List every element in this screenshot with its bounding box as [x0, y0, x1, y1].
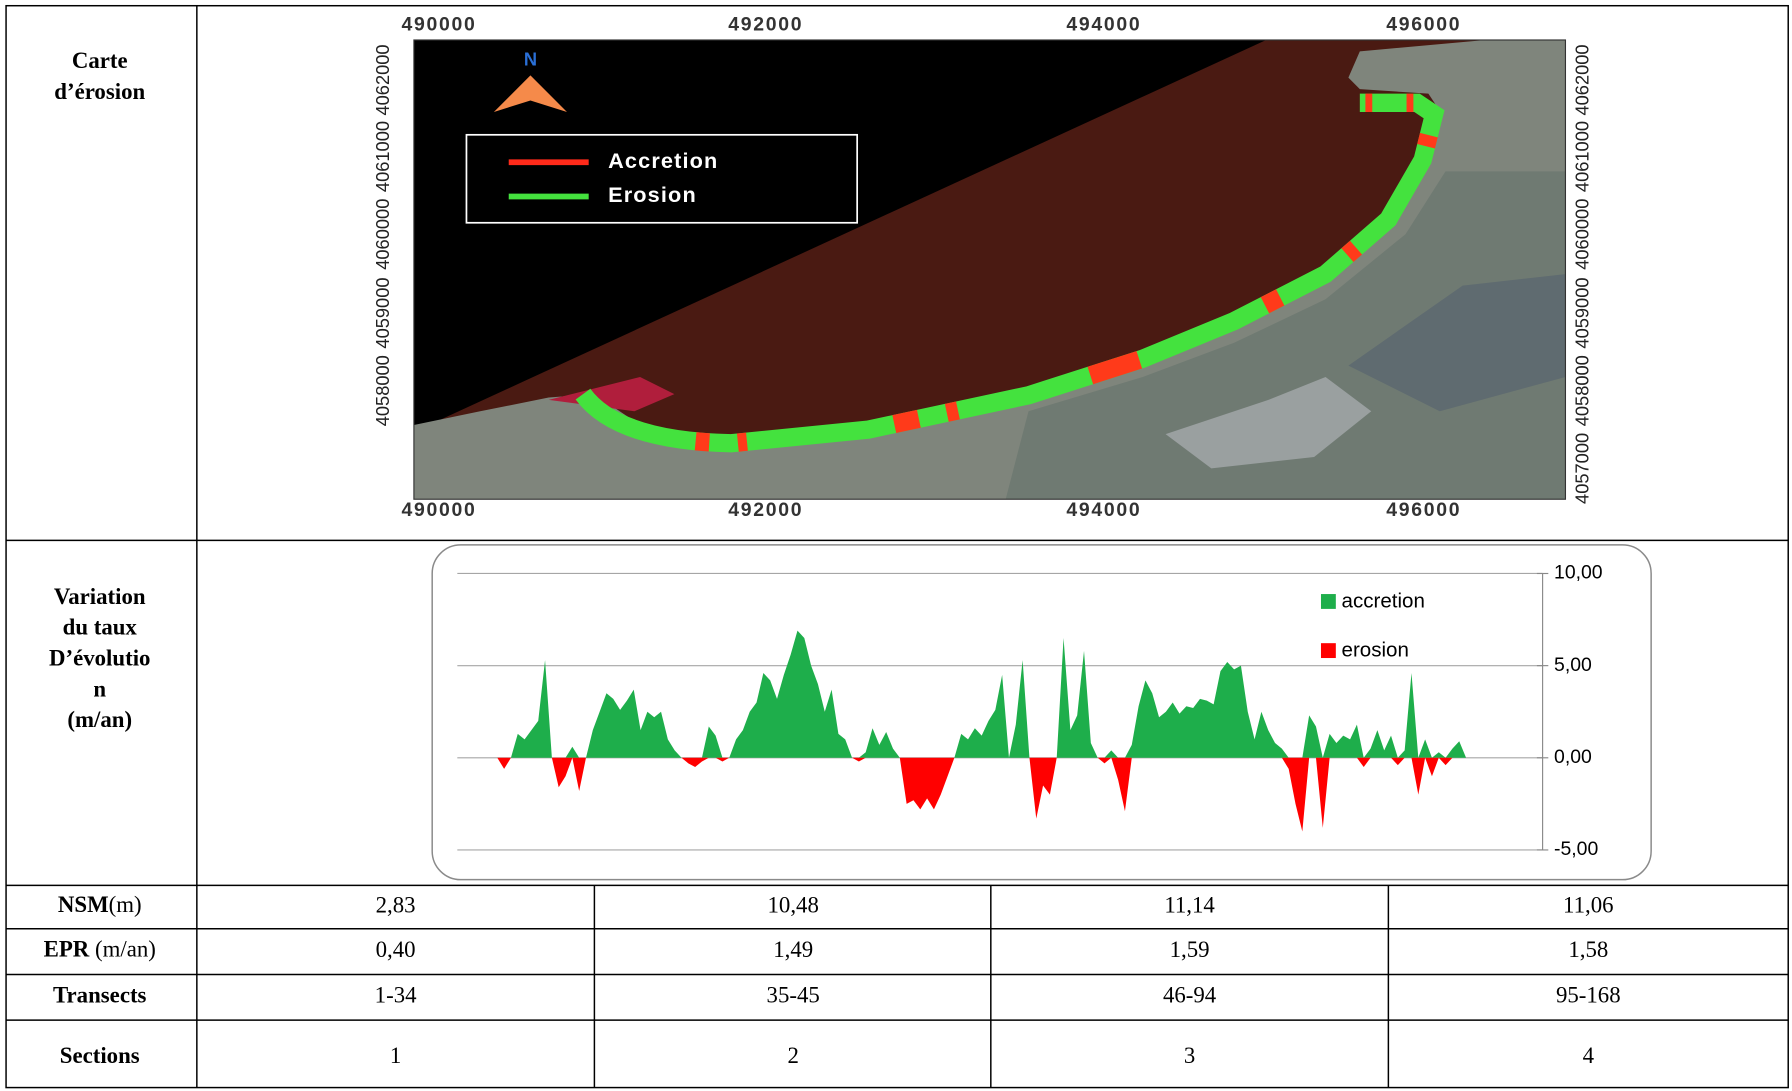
map-y-label: 4060000 — [1572, 199, 1593, 270]
map-x-label: 496000 — [1386, 13, 1461, 35]
row-label: Transects — [53, 983, 147, 1008]
map-legend-label: Accretion — [608, 148, 718, 173]
area — [497, 757, 1467, 832]
table-cell: 1,49 — [773, 937, 813, 962]
map-x-label: 496000 — [1386, 499, 1461, 521]
table-cell: 35-45 — [767, 983, 820, 1008]
table-cell: 11,14 — [1164, 892, 1215, 917]
map-x-label: 490000 — [402, 13, 477, 35]
y-tick-label: -5,00 — [1554, 838, 1598, 860]
table-cell: 11,06 — [1563, 892, 1614, 917]
table-cell: 2,83 — [376, 892, 416, 917]
row-label-name: EPR — [44, 937, 90, 962]
row-label-unit: (m) — [109, 892, 142, 917]
map-y-label: 4059000 — [1572, 277, 1593, 348]
row-label: Carte — [72, 48, 128, 73]
row-label: n — [93, 676, 106, 701]
row-label-name: NSM — [58, 892, 109, 917]
map-x-label: 494000 — [1066, 13, 1141, 35]
table-cell: 0,40 — [376, 937, 416, 962]
y-tick-label: 10,00 — [1554, 562, 1603, 584]
table-frame — [5, 4, 1789, 1089]
row-label: NSM(m) — [58, 892, 142, 917]
map-y-label: 4058000 — [1572, 355, 1593, 426]
map-y-label: 4061000 — [1572, 121, 1593, 192]
table-cell: 1,58 — [1568, 937, 1608, 962]
map-y-label: 4062000 — [1572, 44, 1593, 115]
row-label: D’évolutio — [49, 646, 150, 671]
legend-swatch — [1320, 643, 1336, 659]
map-y-label: 4061000 — [372, 121, 393, 192]
legend-swatch — [1320, 594, 1336, 609]
map-y-label: 4060000 — [372, 199, 393, 270]
table-cell: 95-168 — [1556, 983, 1621, 1008]
map-x-label: 492000 — [728, 13, 803, 35]
row-label: Variation — [54, 584, 146, 609]
row-label-name: Sections — [60, 1043, 140, 1068]
row-label-name: Transects — [53, 983, 147, 1008]
table-cell: 46-94 — [1163, 983, 1217, 1008]
table-cell: 2 — [787, 1043, 798, 1068]
legend-label: accretion — [1342, 589, 1425, 612]
row-label: EPR (m/an) — [44, 937, 156, 962]
table-cell: 1 — [390, 1043, 401, 1068]
map-y-label: 4057000 — [1572, 433, 1593, 504]
map-legend-label: Erosion — [608, 182, 697, 207]
map-x-label: 494000 — [1066, 499, 1141, 521]
map-image — [413, 39, 1567, 500]
area — [497, 630, 1467, 758]
map-y-label: 4062000 — [372, 44, 393, 115]
chart-frame — [431, 544, 1652, 881]
north-label: N — [524, 48, 537, 69]
table-cell: 10,48 — [767, 892, 818, 917]
row-label: du taux — [63, 615, 138, 640]
table-cell: 1,59 — [1170, 937, 1210, 962]
map-x-label: 492000 — [728, 499, 803, 521]
row-label-unit: (m/an) — [89, 937, 156, 962]
map-y-label: 4058000 — [372, 355, 393, 426]
map-y-label: 4059000 — [372, 277, 393, 348]
table-cell: 4 — [1583, 1043, 1595, 1068]
legend-label: erosion — [1342, 639, 1409, 662]
map-x-label: 490000 — [402, 499, 477, 521]
table-cell: 3 — [1184, 1043, 1195, 1068]
y-tick-label: 5,00 — [1554, 654, 1592, 676]
table-cell: 1-34 — [375, 983, 417, 1008]
row-label: Sections — [60, 1043, 140, 1068]
row-label: d’érosion — [54, 79, 145, 104]
y-tick-label: 0,00 — [1554, 746, 1592, 768]
row-label: (m/an) — [67, 707, 132, 732]
